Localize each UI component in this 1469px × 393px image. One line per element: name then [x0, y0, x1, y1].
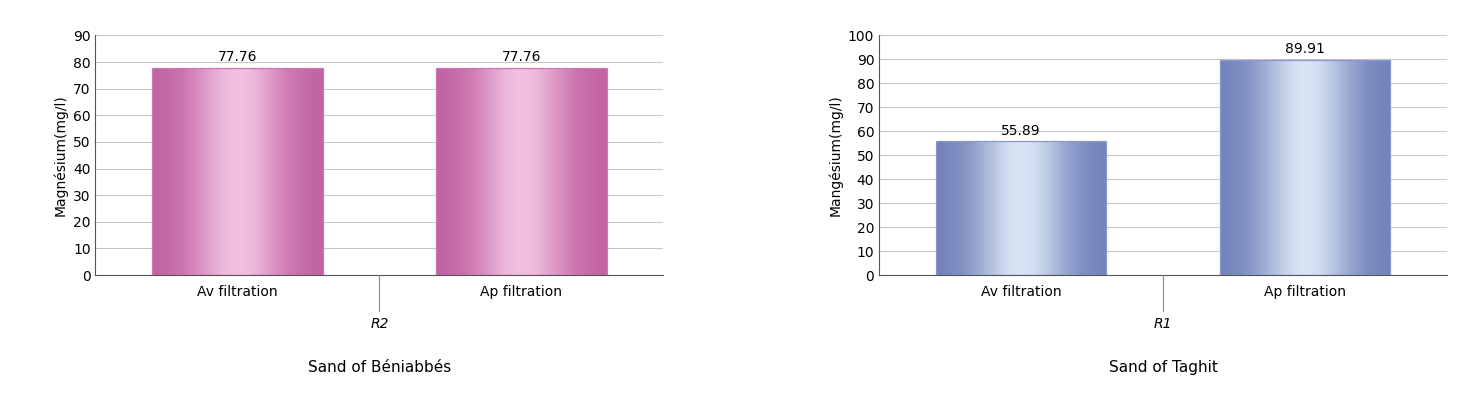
Bar: [153, 68, 323, 275]
Text: Sand of Béniabbés: Sand of Béniabbés: [308, 360, 451, 375]
Text: 77.76: 77.76: [501, 50, 541, 64]
Y-axis label: Mangésium(mg/l): Mangésium(mg/l): [829, 94, 842, 216]
Y-axis label: Magnésium(mg/l): Magnésium(mg/l): [53, 94, 68, 216]
Text: Sand of Taghit: Sand of Taghit: [1109, 360, 1218, 375]
Text: R2: R2: [370, 317, 389, 331]
Text: 77.76: 77.76: [217, 50, 257, 64]
Text: 89.91: 89.91: [1285, 42, 1325, 56]
Text: R1: R1: [1153, 317, 1172, 331]
Bar: [1219, 60, 1390, 275]
Bar: [436, 68, 607, 275]
Text: 55.89: 55.89: [1002, 123, 1042, 138]
Bar: [936, 141, 1106, 275]
